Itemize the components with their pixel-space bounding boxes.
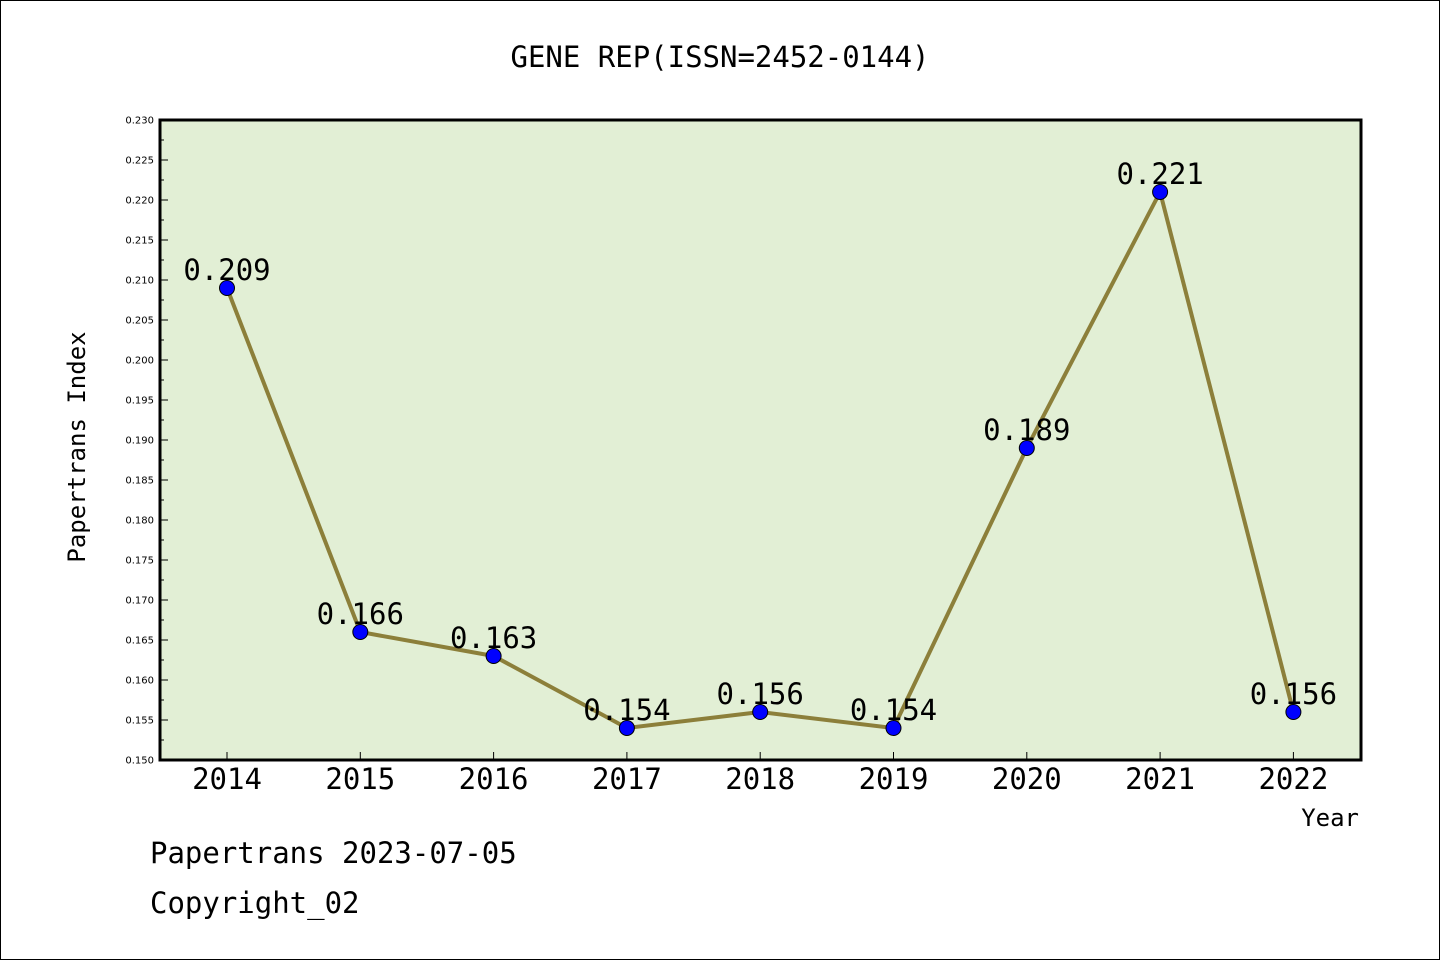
x-tick-label: 2015 <box>325 762 395 796</box>
y-tick-label: 0.190 <box>125 436 154 447</box>
y-tick-label: 0.170 <box>125 596 154 607</box>
data-point <box>1018 440 1035 456</box>
y-tick-label: 0.150 <box>125 756 154 767</box>
data-point <box>752 704 769 720</box>
plot-area <box>160 120 1361 760</box>
data-label: 0.209 <box>183 253 270 287</box>
y-tick-label: 0.195 <box>125 396 154 407</box>
x-tick-label: 2016 <box>459 762 529 796</box>
footer-copyright: Copyright_02 <box>150 886 360 920</box>
y-tick-label: 0.180 <box>125 516 154 527</box>
x-tick-label: 2017 <box>592 762 662 796</box>
y-tick-label: 0.220 <box>125 196 154 207</box>
x-tick-label: 2022 <box>1258 762 1328 796</box>
y-tick-label: 0.160 <box>125 676 154 687</box>
plot-border <box>158 118 1363 762</box>
x-tick-label: 2020 <box>992 762 1062 796</box>
data-label: 0.154 <box>850 693 937 727</box>
data-label: 0.221 <box>1116 157 1203 191</box>
chart-title: GENE REP(ISSN=2452-0144) <box>510 40 929 74</box>
y-axis: 0.150 0.155 0.160 0.165 0.170 0.175 0.180 0.185… <box>125 116 168 767</box>
y-tick-label: 0.165 <box>125 636 154 647</box>
data-label: 0.154 <box>583 693 670 727</box>
y-tick-label: 0.155 <box>125 716 154 727</box>
y-tick-label: 0.225 <box>125 156 154 167</box>
x-tick-label: 2014 <box>192 762 262 796</box>
data-point <box>885 720 902 736</box>
data-label: 0.156 <box>1250 677 1337 711</box>
y-tick-label: 0.185 <box>125 476 154 487</box>
data-label: 0.156 <box>717 677 804 711</box>
y-tick-label: 0.210 <box>125 276 154 287</box>
data-point <box>1285 704 1302 720</box>
series-group: 0.209 0.166 0.163 0.154 0.156 0.154 0.189 0.221… <box>183 157 1337 736</box>
data-point <box>219 280 235 296</box>
data-label: 0.189 <box>983 413 1070 447</box>
footer-date: Papertrans 2023-07-05 <box>150 836 517 870</box>
data-point <box>618 720 635 736</box>
x-axis: 2014 2015 2016 2017 2018 2019 2020 2021 2022 <box>192 752 1328 796</box>
y-tick-label: 0.175 <box>125 556 154 567</box>
x-axis-label: Year <box>1301 804 1359 832</box>
x-tick-label: 2018 <box>725 762 795 796</box>
data-point <box>1152 184 1169 200</box>
x-tick-label: 2019 <box>859 762 929 796</box>
y-tick-label: 0.230 <box>125 116 154 127</box>
data-label: 0.163 <box>450 621 537 655</box>
data-label: 0.166 <box>317 597 404 631</box>
x-tick-label: 2021 <box>1125 762 1195 796</box>
y-tick-label: 0.200 <box>125 356 154 367</box>
y-axis-label: Papertrans Index <box>63 331 91 562</box>
y-tick-label: 0.215 <box>125 236 154 247</box>
data-point <box>352 624 369 640</box>
data-point <box>485 648 502 664</box>
y-tick-label: 0.205 <box>125 316 154 327</box>
